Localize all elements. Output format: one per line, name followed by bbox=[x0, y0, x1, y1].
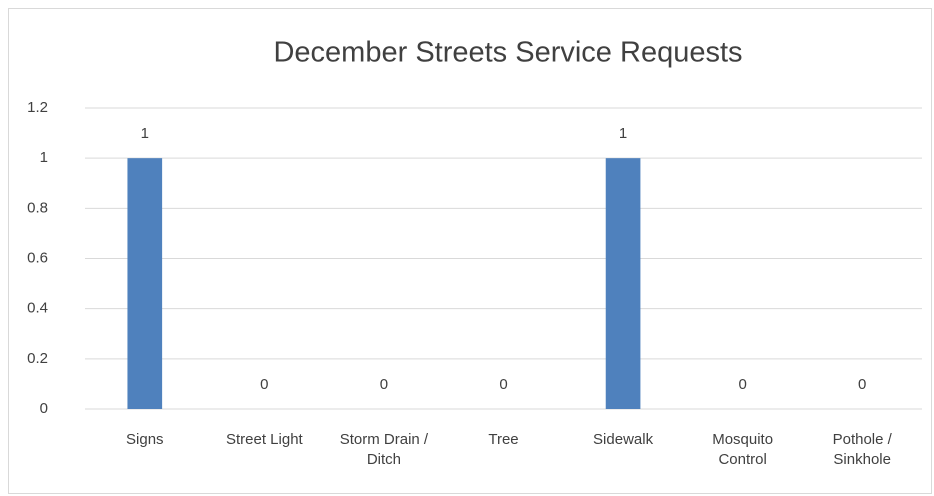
chart-border bbox=[8, 8, 932, 494]
y-tick-label: 1 bbox=[40, 149, 48, 166]
x-tick-label: Mosquito Control bbox=[712, 431, 774, 468]
x-tick-label: Tree bbox=[488, 431, 519, 448]
data-label: 1 bbox=[141, 125, 149, 142]
x-tick-label: Street Light bbox=[225, 431, 303, 448]
y-tick-label: 0.8 bbox=[27, 199, 48, 216]
y-tick-label: 1.2 bbox=[27, 99, 48, 116]
data-label: 1 bbox=[619, 125, 627, 142]
y-tick-label: 0 bbox=[40, 400, 48, 417]
y-tick-label: 0.4 bbox=[27, 300, 48, 317]
y-tick-label: 0.6 bbox=[27, 249, 48, 266]
x-tick-label: Pothole / Sinkhole bbox=[832, 431, 892, 468]
data-label: 0 bbox=[499, 376, 507, 393]
data-label: 0 bbox=[260, 376, 268, 393]
y-tick-label: 0.2 bbox=[27, 350, 48, 367]
data-label: 0 bbox=[380, 376, 388, 393]
bar bbox=[605, 158, 641, 409]
x-tick-label: Sidewalk bbox=[593, 431, 654, 448]
x-tick-label: Storm Drain / Ditch bbox=[339, 431, 429, 468]
chart-title: December Streets Service Requests bbox=[273, 37, 742, 69]
x-tick-label: Signs bbox=[126, 431, 164, 448]
data-label: 0 bbox=[738, 376, 746, 393]
bar bbox=[127, 158, 163, 409]
data-label: 0 bbox=[858, 376, 866, 393]
